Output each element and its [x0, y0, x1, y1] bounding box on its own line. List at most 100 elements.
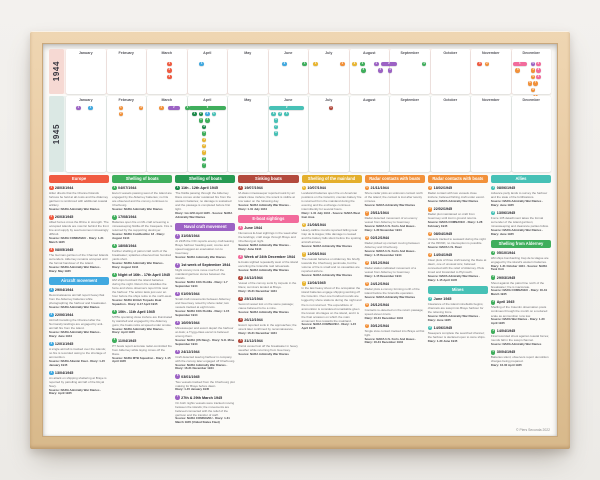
event-entry: 1 21/11/1944 Shore radar plots an unknown … — [364, 185, 425, 208]
event-number-badge: 3 — [49, 247, 54, 253]
event-entry-heading: 2 21/08/1944 — [301, 222, 362, 228]
event-date: 14/04/1945 — [433, 252, 453, 257]
event-description: Radar station indicated movement of a ve… — [364, 265, 416, 274]
event-source: Source: NARA U.S. Forts And Bases · Diar… — [364, 224, 417, 232]
month-cell: May — [228, 49, 268, 94]
event-entry-heading: 1 11th - 12th April 1945 — [175, 185, 235, 191]
event-source: Source: NARA War Diaries · Diary: 1-30 A… — [490, 317, 545, 326]
event-entry: 6 26/12/1944 Contacts re-detected on the r… — [364, 302, 425, 321]
event-source: Source: NARA MTB Squadron · Diary: 1-15 … — [112, 355, 171, 364]
event-entry: 3 12/01/1945 A single aircraft is tracked … — [49, 341, 109, 368]
event-description: Sweepers complete the searched channel; … — [427, 330, 486, 339]
event-entry-heading: 4 14/04/1945 — [490, 328, 551, 334]
event-number-badge: 2 — [238, 254, 243, 260]
event-entry-heading: 3 08/04/1945 — [427, 231, 488, 237]
poster-content: 1944 January February March April May June July… — [49, 49, 551, 432]
event-description: Numerous E-boat sightings in the week af… — [238, 231, 298, 244]
event-description: Further shelling of patrol craft north o… — [112, 249, 171, 262]
event-description: At 2245 the OIC reports enemy craft leav… — [175, 239, 234, 256]
event-number-badge: 1 — [427, 185, 433, 191]
event-date: 25/11/1944 — [370, 211, 389, 216]
event-source: Source: NARA Admiralty War Diaries · Dia… — [238, 203, 291, 211]
event-date: 1st week of September 1944 — [181, 263, 231, 268]
event-number-badge: 3 — [112, 243, 117, 249]
year-label: 1945 — [49, 96, 64, 172]
year-label-text: 1944 — [52, 61, 61, 82]
event-column: Europe 1 28/03/1944 Hitler directs that the… — [49, 175, 110, 425]
event-description: Advance party lands to survey the harbou… — [490, 191, 548, 200]
event-entry: 4 26/12/1944 Escort reported sunk in the a… — [238, 317, 298, 336]
event-date: 08/06/1945 — [496, 186, 516, 191]
event-entry: 6 11/04/1945 PT boats report accurate rada… — [112, 338, 172, 364]
event-entry-heading: 5 24/12/1944 — [175, 349, 235, 355]
event-source: Source: NARA 10th Flotilla · Diary: 1-7 … — [175, 280, 228, 288]
event-column: Shelling of the mainland 1 10/07/1944 Landw… — [301, 175, 362, 425]
event-entry: 3 April 1945 Shelling of the Cotentin obse… — [490, 300, 551, 326]
event-source: Source: NARA Admiralty War Diaries · Dia… — [112, 326, 165, 335]
event-date: 30/04/1945 — [496, 350, 516, 355]
event-date: 26/12/1944 — [370, 302, 389, 307]
month-cell: April — [187, 96, 227, 172]
event-entry-heading: 2 Week of 24th December 1944 — [238, 254, 298, 260]
event-entry-heading: 5 31/12/1944 — [238, 338, 298, 344]
month-cell: June — [268, 96, 308, 172]
event-number-badge: 7 — [364, 323, 370, 329]
column-header: Shelling of boats — [175, 175, 236, 184]
event-entry-heading: 4 15/12/1944 — [364, 260, 425, 266]
event-description: Minesweeper and escort depart the harbou… — [175, 325, 234, 339]
event-entry: 5 30/04/1945 Batteries silent; observers r… — [490, 350, 551, 368]
event-description: Escort reported sunk in the approaches; … — [238, 322, 297, 332]
event-date: 04/07/1944 — [118, 186, 137, 191]
event-entry-heading: 3 01/09/1944 — [175, 291, 235, 297]
event-entry-heading: 2 1st week of September 1944 — [175, 263, 235, 268]
event-description: Allied forces cross the Rhine in strengt… — [49, 220, 109, 237]
event-description: Shoot against the patrol line north of t… — [490, 280, 545, 289]
month-cell: July — [309, 96, 349, 172]
event-number-badge: 4 — [112, 272, 117, 278]
event-description: Small craft movements between Alderney a… — [175, 297, 231, 310]
month-cell: January — [66, 49, 106, 94]
event-description: Heavy-calibre rounds reported falling ne… — [301, 228, 362, 245]
event-entry-heading: 2 25/11/1944 — [364, 210, 425, 216]
event-source: Source: NARA Admiralty War Diaries · Dia… — [490, 227, 544, 236]
event-entry: 1 05/10/1944 HM ships bombarding Cap de la… — [490, 250, 551, 273]
event-entry: 2 1st week of September 1944 Night convoy … — [175, 263, 235, 289]
event-date: June 1944 — [244, 226, 263, 231]
event-source: Source: NARA COMNAVEU · Diary: 1-31 Marc… — [49, 236, 104, 244]
event-source: Source: NARA Admiralty War Diaries · Dia… — [427, 313, 480, 322]
event-date: 15/12/1944 — [370, 260, 389, 265]
event-column: Radar contacts with boats 1 21/11/1944 Shor… — [364, 175, 425, 425]
event-date: 19/07/1944 — [244, 186, 263, 191]
event-number-badge: 1 — [238, 185, 243, 191]
event-source: Diary: 16-31 December 1944 — [364, 315, 404, 320]
event-description: Clear plots of three craft leaving the R… — [427, 257, 487, 275]
event-source: Source: NARA Admiralty War Diaries · Dia… — [175, 362, 228, 371]
event-date: Week of 24th December 1944 — [244, 254, 296, 259]
event-number-badge: 4 — [301, 281, 307, 286]
event-number-badge: 1 — [175, 185, 180, 191]
event-column: Radar contacts with boats 1 18/02/1945 Rada… — [427, 175, 488, 425]
event-number-badge: 3 — [364, 235, 370, 241]
event-entry: 2 24/12/1944 Vessel of the convoy sunk by … — [238, 275, 298, 294]
event-date: 10th - 11th April 1945 — [118, 309, 155, 314]
event-date: 11th - 12th April 1945 — [181, 186, 218, 191]
event-number-badge: 6 — [364, 302, 370, 308]
event-number-badge: 3 — [301, 251, 307, 257]
event-source: Source: NARA Admiralty War Diaries · Dia… — [490, 198, 544, 207]
event-source: Source: NARA Admiralty War Diaries · Dia… — [112, 260, 165, 269]
event-number-badge: 1 — [490, 250, 496, 256]
event-entry: 1 10/07/1944 Landward batteries open fire … — [301, 185, 362, 220]
event-number-badge: 1 — [49, 287, 54, 293]
event-entry-heading: 3 12/01/1945 — [49, 341, 109, 347]
month-cell: January — [66, 96, 106, 172]
month-cells: January February March April May June July Augu… — [66, 49, 551, 94]
event-entry: 1 04/07/1944 Escort vessels passing west o… — [112, 185, 172, 212]
event-description: The coastal batteries on Alderney fire b… — [301, 257, 360, 274]
event-number-badge: 2 — [238, 275, 243, 281]
event-entry-heading: 2 22/02/1945 — [427, 206, 488, 212]
event-number-badge: 3 — [238, 296, 243, 302]
event-date: 22/06/1944 — [54, 313, 74, 318]
event-entry-heading: 1 05/10/1944 — [490, 250, 551, 256]
month-cell: February — [106, 96, 146, 172]
event-entry-heading: 2 22/06/1944 — [49, 312, 109, 318]
